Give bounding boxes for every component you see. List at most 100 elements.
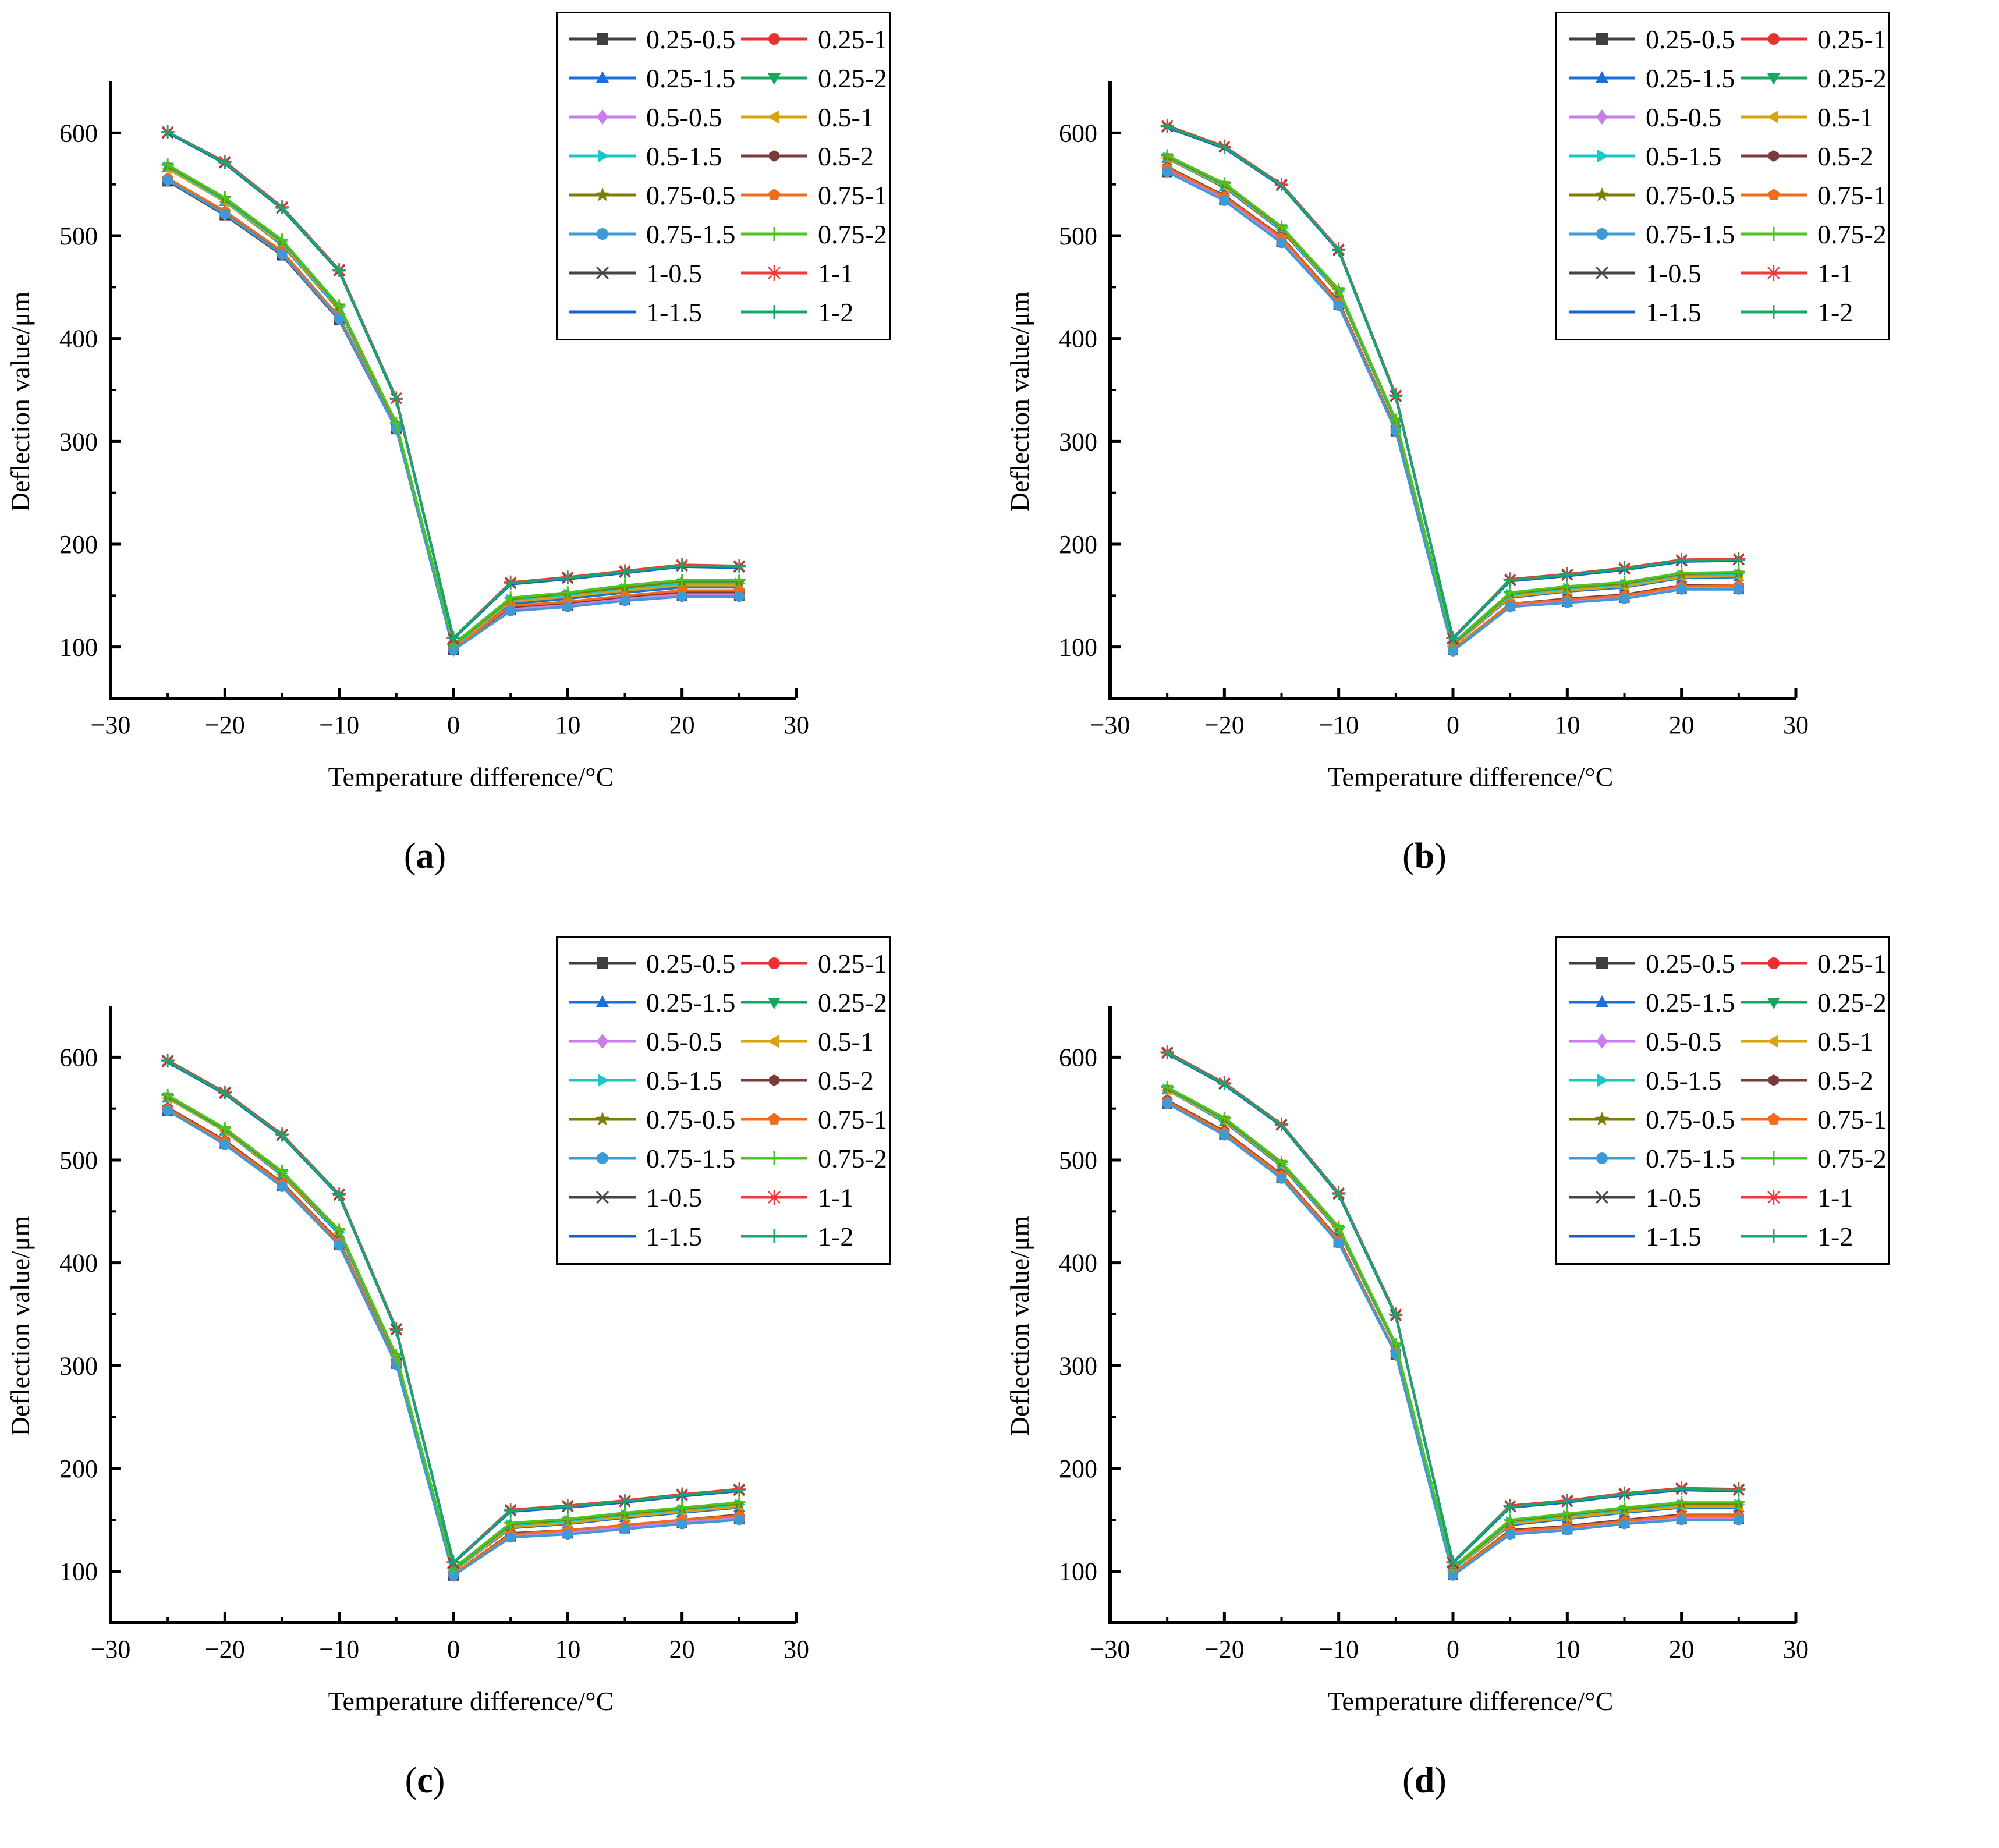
legend-swatch [1741, 73, 1807, 85]
data-point [1732, 1484, 1745, 1496]
legend-swatch [1741, 305, 1807, 319]
legend-item: 1-1 [736, 256, 905, 290]
legend-swatch [569, 1190, 636, 1204]
data-point [1733, 584, 1744, 595]
data-point [219, 1139, 231, 1150]
legend: 0.25-0.5 0.25-1 0.25-1.5 0.25-2 0.5-0.5 0.5-1… [556, 12, 891, 340]
legend-marker [1767, 305, 1781, 319]
data-point [1675, 1482, 1688, 1496]
legend-item: 0.25-2 [1736, 61, 1905, 95]
legend-item: 0.25-2 [736, 985, 905, 1020]
data-point [161, 125, 174, 139]
legend-marker [767, 111, 779, 123]
data-point [733, 1514, 745, 1526]
legend-item: 0.25-1 [736, 22, 905, 56]
data-point [676, 591, 687, 602]
y-tick-label: 400 [1059, 325, 1097, 353]
y-tick-label: 200 [59, 530, 98, 559]
y-tick-label: 500 [1059, 1146, 1097, 1175]
legend-item: 0.5-1.5 [565, 1063, 733, 1098]
data-point [1162, 1098, 1173, 1109]
legend-label: 1-1 [1817, 258, 1853, 288]
legend-label: 1-2 [1817, 297, 1853, 327]
x-tick-label: 20 [1669, 1635, 1695, 1663]
legend-marker [597, 1034, 608, 1049]
data-point [161, 1088, 174, 1102]
legend-label: 1-1.5 [1646, 1222, 1702, 1251]
legend-label: 1-1 [818, 258, 854, 288]
legend-marker [1767, 1113, 1780, 1125]
data-point [1390, 389, 1402, 403]
legend: 0.25-0.5 0.25-1 0.25-1.5 0.25-2 0.5-0.5 0.5-1… [1555, 12, 1890, 340]
legend-item: 1-1 [1736, 1180, 1905, 1215]
x-tick-label: 30 [1783, 711, 1809, 739]
data-point [1448, 1570, 1458, 1581]
legend-marker [1594, 1112, 1610, 1126]
legend-swatch [1741, 1035, 1807, 1048]
legend-item: 0.5-0.5 [565, 1024, 733, 1059]
legend-swatch [1569, 228, 1635, 240]
legend-marker [768, 33, 780, 45]
data-point [390, 416, 403, 430]
legend-label: 0.5-2 [1817, 141, 1873, 171]
legend-swatch [1741, 227, 1807, 241]
legend-item: 0.75-2 [736, 217, 905, 251]
x-tick-label: 30 [784, 1635, 809, 1663]
legend-item: 1-1 [1736, 256, 1905, 290]
data-point [1732, 553, 1745, 566]
legend-item: 1-1.5 [565, 295, 733, 329]
legend-item: 0.5-1 [736, 100, 905, 134]
legend-swatch [569, 957, 636, 969]
legend-label: 1-0.5 [1646, 258, 1702, 288]
legend-label: 1-2 [818, 297, 854, 327]
data-point [1161, 1047, 1174, 1060]
x-tick-label: −30 [91, 1635, 131, 1663]
legend-swatch [569, 33, 636, 45]
legend-item: 0.25-1 [736, 946, 905, 981]
data-point [504, 1504, 517, 1517]
legend-swatch [741, 33, 807, 45]
data-point [1619, 1519, 1630, 1530]
legend-marker [597, 109, 608, 125]
legend-label: 0.25-2 [1817, 988, 1887, 1017]
legend-item: 0.75-0.5 [1564, 178, 1735, 212]
x-tick-label: 10 [555, 711, 580, 739]
data-point [448, 1570, 459, 1581]
data-point [1276, 237, 1287, 249]
legend-label: 0.5-1 [1817, 102, 1873, 132]
data-point [1505, 601, 1516, 612]
series-0.75-1.5 [1162, 166, 1744, 657]
data-point [1732, 1496, 1745, 1509]
data-point [1561, 580, 1574, 593]
legend-swatch [1741, 189, 1807, 200]
data-point [561, 1500, 575, 1513]
legend-marker [1596, 228, 1608, 240]
y-axis-title: Deflection value/μm [5, 1216, 35, 1436]
legend-item: 0.25-2 [736, 61, 905, 95]
legend-label: 1-2 [1817, 1222, 1853, 1251]
legend-swatch [741, 150, 807, 162]
legend-marker [596, 71, 609, 83]
legend-item: 0.75-1 [1736, 178, 1905, 212]
data-point [733, 561, 746, 573]
data-point [1561, 1495, 1574, 1508]
legend-swatch [1569, 1190, 1635, 1204]
legend-marker [597, 228, 608, 240]
data-point [218, 1122, 232, 1135]
data-point [1448, 645, 1458, 657]
legend-item: 0.25-1 [1736, 946, 1905, 981]
legend-item: 0.75-0.5 [565, 1102, 735, 1137]
data-point [1219, 195, 1230, 206]
data-point [1162, 166, 1173, 178]
legend-marker [1767, 1229, 1781, 1243]
y-tick-label: 600 [59, 119, 98, 147]
legend-item: 1-1 [736, 1180, 905, 1215]
y-tick-label: 300 [1059, 1352, 1097, 1380]
legend-label: 0.5-0.5 [646, 1027, 722, 1056]
data-point [1675, 554, 1688, 567]
chart-panel-b: −30 −20 −10 0 10 20 30 100 200 300 400 500 600 Temper… [1000, 0, 1999, 924]
x-tick-label: 0 [1447, 711, 1459, 739]
legend-marker [768, 189, 781, 200]
legend-item: 0.5-2 [736, 139, 905, 173]
chart-panel-d: −30 −20 −10 0 10 20 30 100 200 300 400 500 600 Temper… [1000, 924, 1999, 1848]
